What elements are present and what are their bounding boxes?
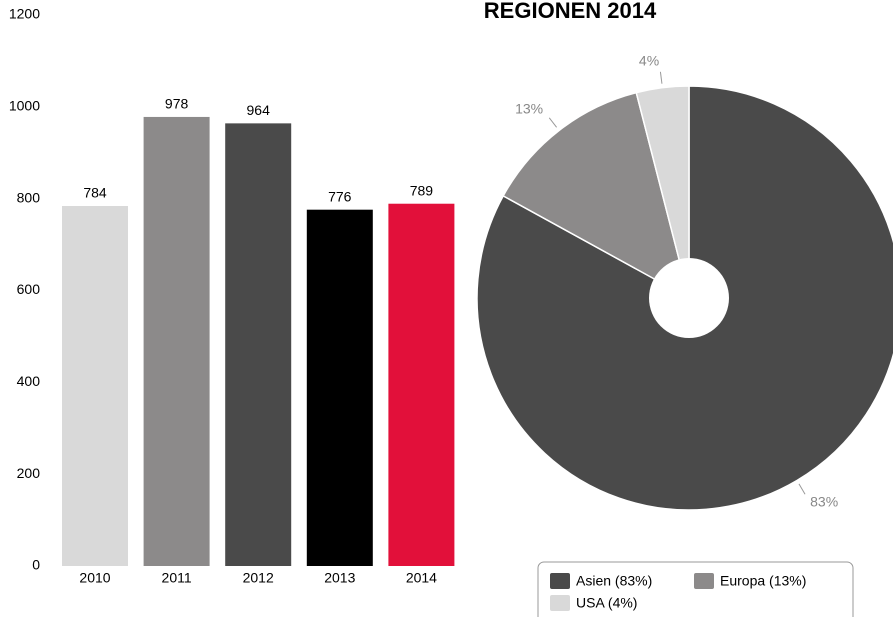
bar bbox=[306, 209, 373, 567]
leader-line bbox=[798, 483, 806, 495]
x-tick-label: 2011 bbox=[162, 570, 192, 586]
x-tick-label: 2010 bbox=[79, 570, 110, 586]
y-tick-label: 0 bbox=[32, 557, 40, 573]
x-tick-label: 2012 bbox=[243, 570, 274, 586]
leader-line bbox=[548, 117, 558, 128]
pie-title: REGIONEN 2014 bbox=[484, 0, 657, 23]
legend-swatch bbox=[694, 573, 714, 589]
x-tick-label: 2013 bbox=[324, 570, 355, 586]
y-tick-label: 800 bbox=[17, 189, 41, 205]
pie-slice bbox=[635, 85, 690, 299]
y-tick-label: 600 bbox=[17, 281, 41, 297]
leader-line bbox=[659, 71, 663, 84]
legend-swatch bbox=[550, 595, 570, 611]
pie-value-label: 13% bbox=[515, 101, 543, 117]
bar-value-label: 776 bbox=[328, 188, 352, 204]
y-tick-label: 400 bbox=[17, 373, 41, 389]
legend-swatch bbox=[550, 573, 570, 589]
bar-value-label: 784 bbox=[83, 185, 107, 201]
pie-value-label: 4% bbox=[639, 53, 659, 69]
legend-label: USA (4%) bbox=[576, 595, 637, 611]
bar bbox=[143, 116, 210, 566]
legend-label: Europa (13%) bbox=[720, 573, 806, 589]
x-tick-label: 2014 bbox=[406, 570, 437, 586]
bar-value-label: 978 bbox=[165, 96, 189, 112]
bar-value-label: 789 bbox=[410, 182, 434, 198]
pie-slice bbox=[502, 91, 691, 300]
legend-box bbox=[537, 561, 854, 617]
y-tick-label: 200 bbox=[17, 465, 41, 481]
legend-label: Asien (83%) bbox=[576, 573, 652, 589]
bar bbox=[388, 203, 455, 566]
pie-value-label: 83% bbox=[810, 494, 838, 510]
y-tick-label: 1000 bbox=[9, 98, 40, 114]
pie-hole bbox=[649, 258, 729, 338]
bar-value-label: 964 bbox=[247, 102, 271, 118]
bar bbox=[62, 206, 128, 566]
bar bbox=[225, 123, 292, 566]
y-tick-label: 1200 bbox=[9, 6, 40, 22]
